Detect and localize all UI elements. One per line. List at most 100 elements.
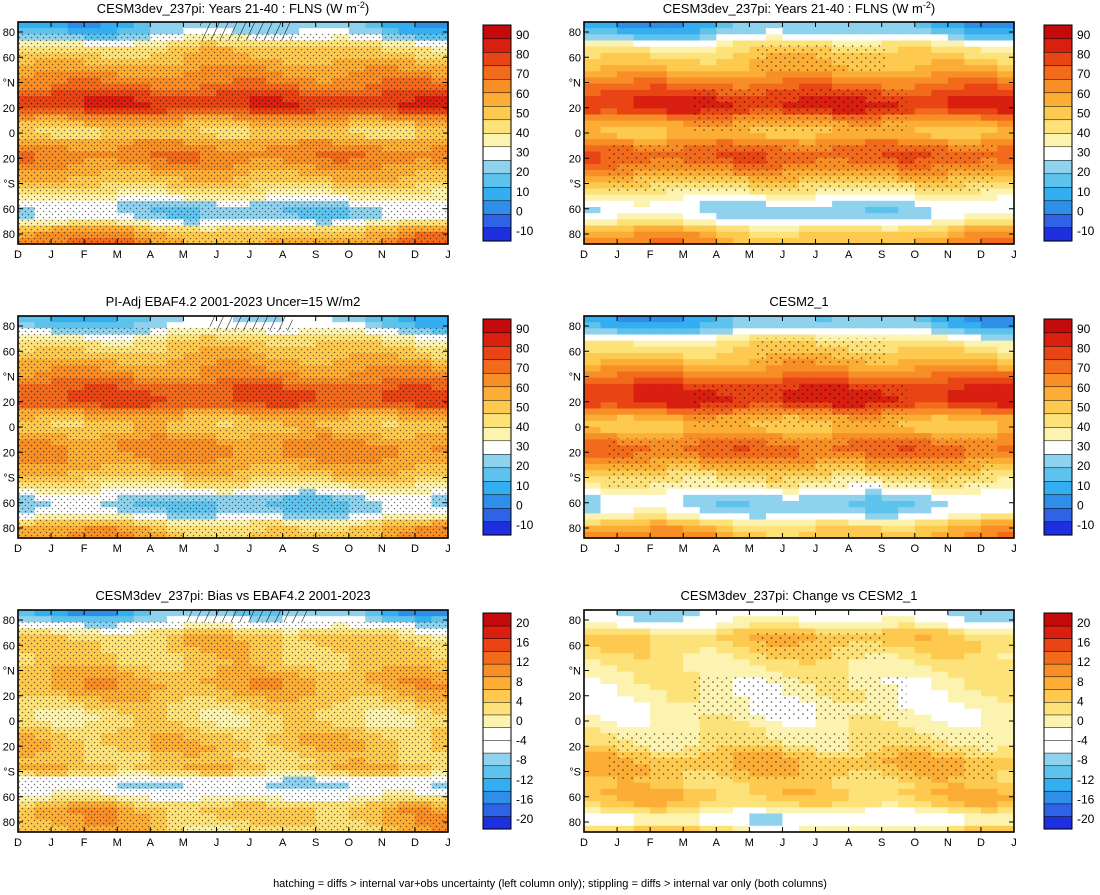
heatmap-cell: [600, 340, 618, 348]
heatmap-cell: [964, 507, 982, 514]
colorbar-tick-label: 80: [516, 48, 530, 62]
heatmap-cell: [166, 316, 184, 323]
heatmap-cell: [683, 46, 701, 54]
heatmap-cell: [980, 133, 999, 140]
heatmap-cell: [600, 334, 618, 342]
panel-title-superscript: -2: [923, 0, 931, 10]
heatmap-cell: [584, 114, 602, 122]
heatmap-cell: [898, 120, 916, 128]
colorbar-swatch: [1043, 399, 1073, 415]
heatmap-cell: [947, 383, 965, 391]
heatmap-cell: [584, 346, 602, 354]
heatmap-cell: [799, 200, 817, 208]
heatmap-cell: [848, 507, 866, 514]
heatmap-cell: [716, 316, 734, 323]
heatmap-cell: [683, 225, 701, 233]
heatmap-cell: [980, 77, 999, 85]
heatmap-cell: [633, 225, 651, 233]
heatmap-cell: [633, 408, 651, 416]
heatmap-cell: [799, 225, 817, 233]
heatmap-cell: [617, 353, 635, 360]
colorbar-swatch: [482, 318, 512, 334]
colorbar-swatch: [1043, 65, 1073, 80]
heatmap-cell: [633, 34, 651, 42]
heatmap-cell: [633, 28, 651, 35]
heatmap-cell: [666, 414, 684, 422]
heatmap-cell: [584, 383, 602, 391]
heatmap-cell: [666, 34, 684, 42]
heatmap-cell: [133, 322, 151, 329]
heatmap-cell: [997, 501, 1015, 508]
heatmap-cell: [650, 46, 668, 54]
heatmap-cell: [699, 340, 717, 348]
heatmap-cell: [980, 40, 999, 48]
month-tick-label: A: [713, 249, 721, 261]
heatmap-cell: [617, 22, 635, 29]
heatmap-cell: [799, 133, 817, 140]
heatmap-cell: [100, 22, 118, 29]
heatmap-cell: [898, 225, 916, 233]
heatmap-cell: [431, 316, 449, 323]
panel-title-end: ): [365, 1, 369, 16]
heatmap-cell: [881, 194, 899, 202]
heatmap-cell: [964, 46, 982, 54]
colorbar-swatch: [482, 507, 512, 523]
heatmap-cell: [650, 353, 668, 360]
heatmap-cell: [799, 316, 817, 323]
latitude-tick-label: 80: [3, 27, 15, 39]
heatmap-cell: [947, 102, 965, 109]
heatmap-cell: [34, 22, 52, 29]
heatmap-cell: [683, 207, 701, 214]
heatmap-cell: [997, 71, 1015, 79]
heatmap-cell: [584, 519, 602, 527]
heatmap-cell: [584, 126, 602, 134]
heatmap-cell: [765, 316, 784, 323]
month-tick-label: D: [977, 249, 985, 261]
heatmap-cell: [749, 207, 767, 214]
heatmap-cell: [865, 34, 883, 42]
heatmap-cell: [699, 28, 717, 35]
heatmap-cell: [931, 365, 949, 373]
month-tick-label: D: [580, 249, 588, 261]
heatmap-cell: [914, 328, 932, 336]
heatmap-cell: [997, 151, 1015, 159]
heatmap-cell: [650, 525, 668, 533]
colorbar-swatch: [482, 132, 512, 148]
month-tick-label: N: [378, 249, 386, 261]
colorbar-swatch: [1043, 494, 1073, 509]
heatmap-cell: [133, 316, 151, 323]
heatmap-cell: [914, 371, 932, 379]
heatmap-cell: [848, 219, 866, 227]
colorbar-swatch: [482, 426, 512, 442]
heatmap-cell: [650, 531, 668, 539]
heatmap-cell: [980, 513, 999, 521]
heatmap-cell: [898, 126, 916, 134]
heatmap-cell: [931, 519, 949, 527]
heatmap-cell: [898, 52, 916, 60]
heatmap-cell: [683, 194, 701, 202]
heatmap-cell: [414, 22, 433, 29]
heatmap-cell: [584, 77, 602, 85]
heatmap-cell: [100, 28, 118, 35]
heatmap-cell: [898, 340, 916, 348]
heatmap-cell: [914, 402, 932, 410]
heatmap-cell: [782, 433, 800, 440]
heatmap-cell: [980, 207, 999, 214]
heatmap-cell: [947, 139, 965, 146]
heatmap-cell: [980, 34, 999, 42]
heatmap-cell: [666, 513, 684, 521]
heatmap-cell: [617, 531, 635, 539]
heatmap-cell: [914, 65, 932, 72]
heatmap-cell: [732, 494, 750, 502]
heatmap-cell: [848, 231, 866, 239]
heatmap-cell: [898, 200, 916, 208]
heatmap-cell: [782, 525, 800, 533]
heatmap-cell: [881, 353, 899, 360]
heatmap-cell: [832, 237, 850, 245]
heatmap-cell: [683, 353, 701, 360]
heatmap-cell: [881, 200, 899, 208]
heatmap-cell: [749, 237, 767, 245]
heatmap-cell: [881, 513, 899, 521]
heatmap-cell: [666, 102, 684, 109]
latitude-tick-label: °S: [569, 179, 581, 191]
